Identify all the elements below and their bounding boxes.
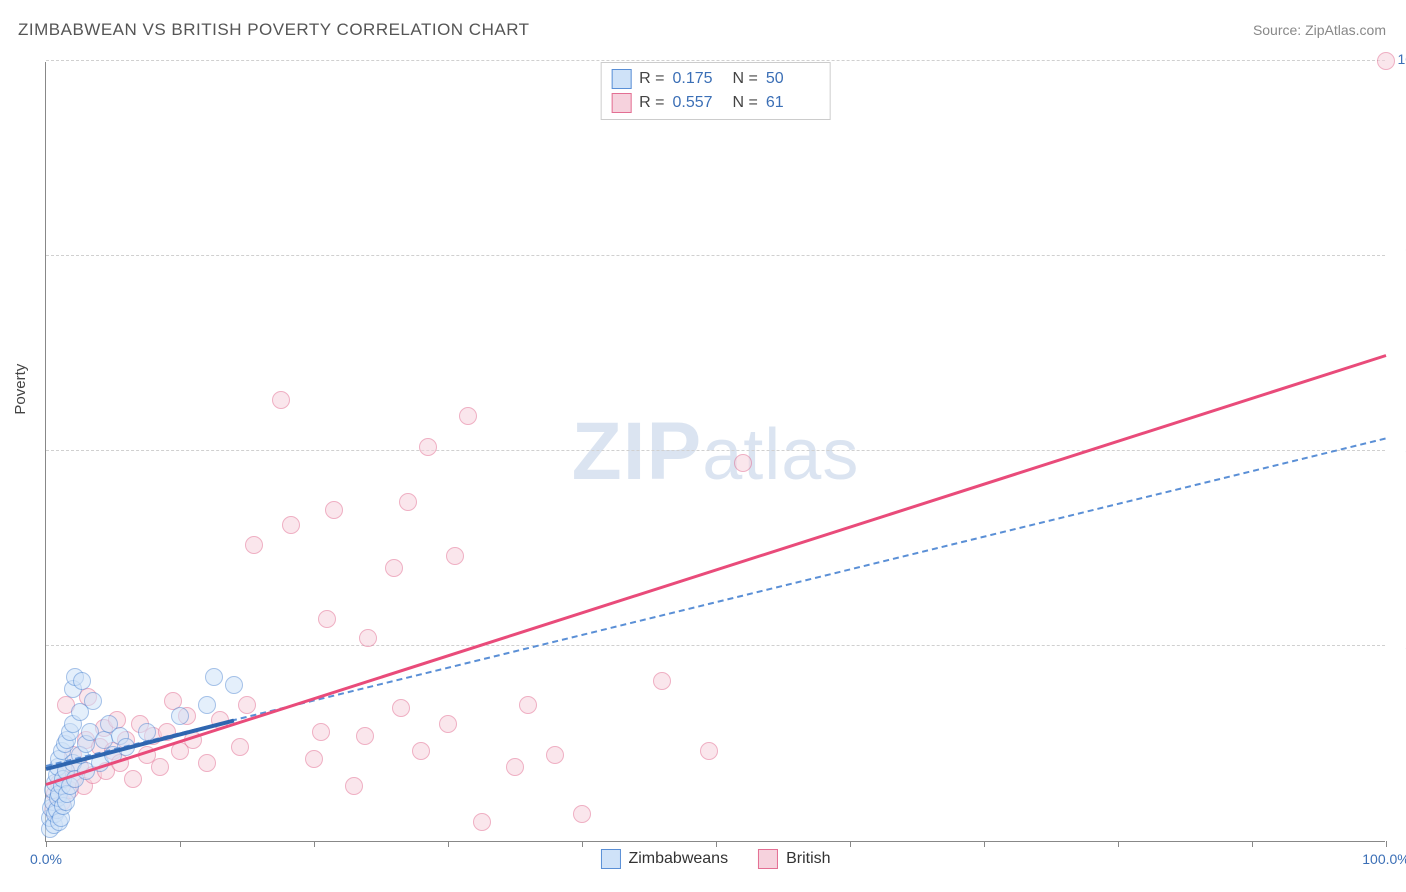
- x-tick: [314, 841, 315, 847]
- n-value-zimbabweans: 50: [766, 67, 818, 91]
- scatter-point-british: [473, 813, 491, 831]
- bottom-legend: Zimbabweans British: [600, 849, 830, 869]
- scatter-point-british: [312, 723, 330, 741]
- gridline: [46, 645, 1385, 646]
- gridline: [46, 60, 1385, 61]
- scatter-point-british: [446, 547, 464, 565]
- scatter-point-british: [231, 738, 249, 756]
- scatter-point-british: [1377, 52, 1395, 70]
- scatter-point-zimbabweans: [84, 692, 102, 710]
- gridline: [46, 255, 1385, 256]
- y-tick-label: 25.0%: [1390, 636, 1406, 652]
- n-label: N =: [733, 67, 758, 91]
- r-value-zimbabweans: 0.175: [673, 67, 725, 91]
- scatter-point-british: [392, 699, 410, 717]
- scatter-point-british: [519, 696, 537, 714]
- scatter-plot-area: ZIPatlas R = 0.175 N = 50 R = 0.557 N = …: [45, 62, 1385, 842]
- scatter-point-british: [325, 501, 343, 519]
- x-tick: [448, 841, 449, 847]
- scatter-point-british: [305, 750, 323, 768]
- swatch-zimbabweans: [611, 69, 631, 89]
- gridline: [46, 450, 1385, 451]
- x-tick: [180, 841, 181, 847]
- r-label: R =: [639, 67, 664, 91]
- x-tick: [984, 841, 985, 847]
- scatter-point-zimbabweans: [73, 672, 91, 690]
- scatter-point-british: [419, 438, 437, 456]
- scatter-point-british: [459, 407, 477, 425]
- n-label: N =: [733, 91, 758, 115]
- scatter-point-british: [245, 536, 263, 554]
- legend-swatch-british: [758, 849, 778, 869]
- x-tick-label-max: 100.0%: [1362, 851, 1406, 867]
- scatter-point-british: [546, 746, 564, 764]
- scatter-point-british: [734, 454, 752, 472]
- scatter-point-british: [359, 629, 377, 647]
- scatter-point-british: [412, 742, 430, 760]
- x-tick: [716, 841, 717, 847]
- scatter-point-british: [356, 727, 374, 745]
- scatter-point-british: [124, 770, 142, 788]
- legend-swatch-zimbabweans: [600, 849, 620, 869]
- source-attribution: Source: ZipAtlas.com: [1253, 22, 1386, 38]
- y-tick-label: 75.0%: [1390, 246, 1406, 262]
- correlation-stats-box: R = 0.175 N = 50 R = 0.557 N = 61: [600, 62, 831, 120]
- x-tick-label-min: 0.0%: [30, 851, 62, 867]
- r-value-british: 0.557: [673, 91, 725, 115]
- swatch-british: [611, 93, 631, 113]
- scatter-point-british: [653, 672, 671, 690]
- scatter-point-british: [439, 715, 457, 733]
- x-tick: [46, 841, 47, 847]
- scatter-point-british: [506, 758, 524, 776]
- legend-item-british: British: [758, 849, 830, 869]
- scatter-point-british: [399, 493, 417, 511]
- x-tick: [1386, 841, 1387, 847]
- r-label: R =: [639, 91, 664, 115]
- scatter-point-british: [272, 391, 290, 409]
- trendline-solid: [46, 354, 1387, 786]
- scatter-point-british: [151, 758, 169, 776]
- y-axis-label: Poverty: [12, 364, 29, 415]
- scatter-point-zimbabweans: [205, 668, 223, 686]
- legend-item-zimbabweans: Zimbabweans: [600, 849, 728, 869]
- watermark: ZIPatlas: [572, 405, 860, 499]
- watermark-light: atlas: [702, 415, 859, 495]
- scatter-point-british: [345, 777, 363, 795]
- scatter-point-british: [318, 610, 336, 628]
- x-tick: [582, 841, 583, 847]
- scatter-point-british: [573, 805, 591, 823]
- scatter-point-british: [282, 516, 300, 534]
- n-value-british: 61: [766, 91, 818, 115]
- scatter-point-british: [238, 696, 256, 714]
- legend-label-british: British: [786, 850, 830, 868]
- scatter-point-zimbabweans: [171, 707, 189, 725]
- x-tick: [1118, 841, 1119, 847]
- scatter-point-british: [198, 754, 216, 772]
- scatter-point-british: [700, 742, 718, 760]
- stats-row-british: R = 0.557 N = 61: [611, 91, 818, 115]
- watermark-bold: ZIP: [572, 406, 703, 497]
- y-tick-label: 50.0%: [1390, 441, 1406, 457]
- scatter-point-zimbabweans: [225, 676, 243, 694]
- scatter-point-british: [385, 559, 403, 577]
- x-tick: [850, 841, 851, 847]
- stats-row-zimbabweans: R = 0.175 N = 50: [611, 67, 818, 91]
- legend-label-zimbabweans: Zimbabweans: [628, 850, 728, 868]
- chart-title: ZIMBABWEAN VS BRITISH POVERTY CORRELATIO…: [18, 20, 530, 40]
- scatter-point-zimbabweans: [198, 696, 216, 714]
- x-tick: [1252, 841, 1253, 847]
